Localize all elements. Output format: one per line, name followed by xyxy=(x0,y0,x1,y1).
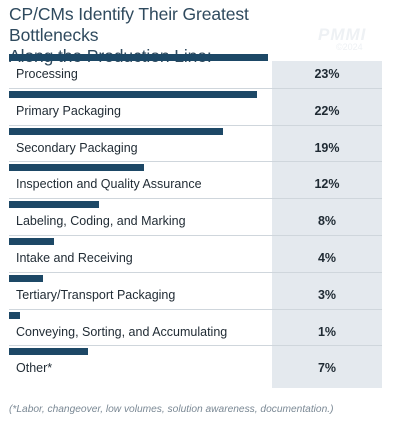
value-label: 7% xyxy=(317,361,337,376)
bar xyxy=(9,311,21,319)
bar xyxy=(9,90,257,98)
row-divider xyxy=(9,345,382,347)
bar xyxy=(9,201,100,209)
row-divider xyxy=(9,271,382,273)
category-label: Other* xyxy=(16,361,53,376)
category-label: Secondary Packaging xyxy=(16,140,138,155)
row-divider xyxy=(9,198,382,200)
row-divider xyxy=(9,235,382,236)
bar xyxy=(9,54,268,61)
category-label: Conveying, Sorting, and Accumulating xyxy=(16,324,228,339)
category-label: Tertiary/Transport Packaging xyxy=(16,287,176,302)
category-label: Processing xyxy=(16,67,78,81)
percent-column-background xyxy=(272,61,382,388)
value-label: 23% xyxy=(314,67,340,81)
category-label: Inspection and Quality Assurance xyxy=(16,177,202,192)
category-label: Labeling, Coding, and Marking xyxy=(16,214,186,229)
category-label: Primary Packaging xyxy=(16,103,121,118)
row-divider xyxy=(9,161,382,163)
row-divider xyxy=(9,124,382,126)
value-label: 3% xyxy=(317,287,337,302)
bar xyxy=(9,274,43,282)
row-divider xyxy=(9,308,382,310)
value-label: 22% xyxy=(314,103,340,118)
bar xyxy=(9,348,88,356)
value-label: 4% xyxy=(317,251,337,265)
watermark-logo: PMMI xyxy=(318,25,367,44)
footnote: (*Labor, changeover, low volumes, soluti… xyxy=(9,404,334,415)
watermark-year: ©2024 xyxy=(336,42,363,52)
value-label: 19% xyxy=(314,140,340,155)
value-label: 12% xyxy=(314,177,340,192)
bar xyxy=(9,127,223,135)
category-label: Intake and Receiving xyxy=(16,251,133,265)
bar xyxy=(9,238,55,245)
chart-title: CP/CMs Identify Their Greatest Bottlenec… xyxy=(9,4,339,67)
row-divider xyxy=(9,87,382,89)
value-label: 1% xyxy=(317,324,337,339)
chart-title-line-1: CP/CMs Identify Their Greatest Bottlenec… xyxy=(9,4,249,45)
value-label: 8% xyxy=(317,214,337,229)
bar xyxy=(9,164,145,172)
